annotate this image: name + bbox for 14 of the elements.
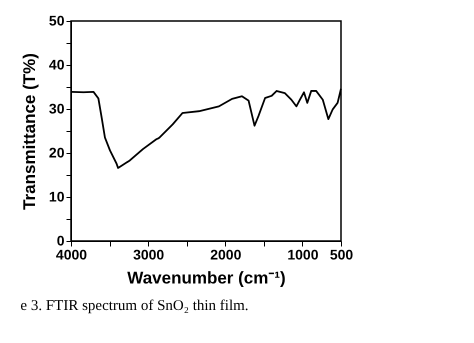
y-tick-label: 50 — [48, 12, 65, 28]
y-tick-label: 30 — [48, 100, 65, 116]
x-axis-title: Wavenumber (cm⁻¹) — [127, 268, 286, 288]
x-tick-label: 500 — [330, 246, 354, 262]
x-tick-label: 1000 — [287, 246, 319, 262]
y-tick-label: 10 — [48, 188, 65, 204]
y-axis-title: Transmittance (T%) — [20, 53, 39, 210]
x-tick-label: 4000 — [56, 246, 88, 262]
x-tick-label: 3000 — [133, 246, 164, 262]
x-tick-label: 2000 — [210, 246, 242, 262]
text: e 3. FTIR spectrum of SnO₂ thin film. — [20, 298, 249, 314]
y-tick-label: 20 — [48, 144, 65, 160]
y-tick-label: 0 — [56, 232, 65, 248]
y-tick-label: 40 — [48, 56, 65, 72]
